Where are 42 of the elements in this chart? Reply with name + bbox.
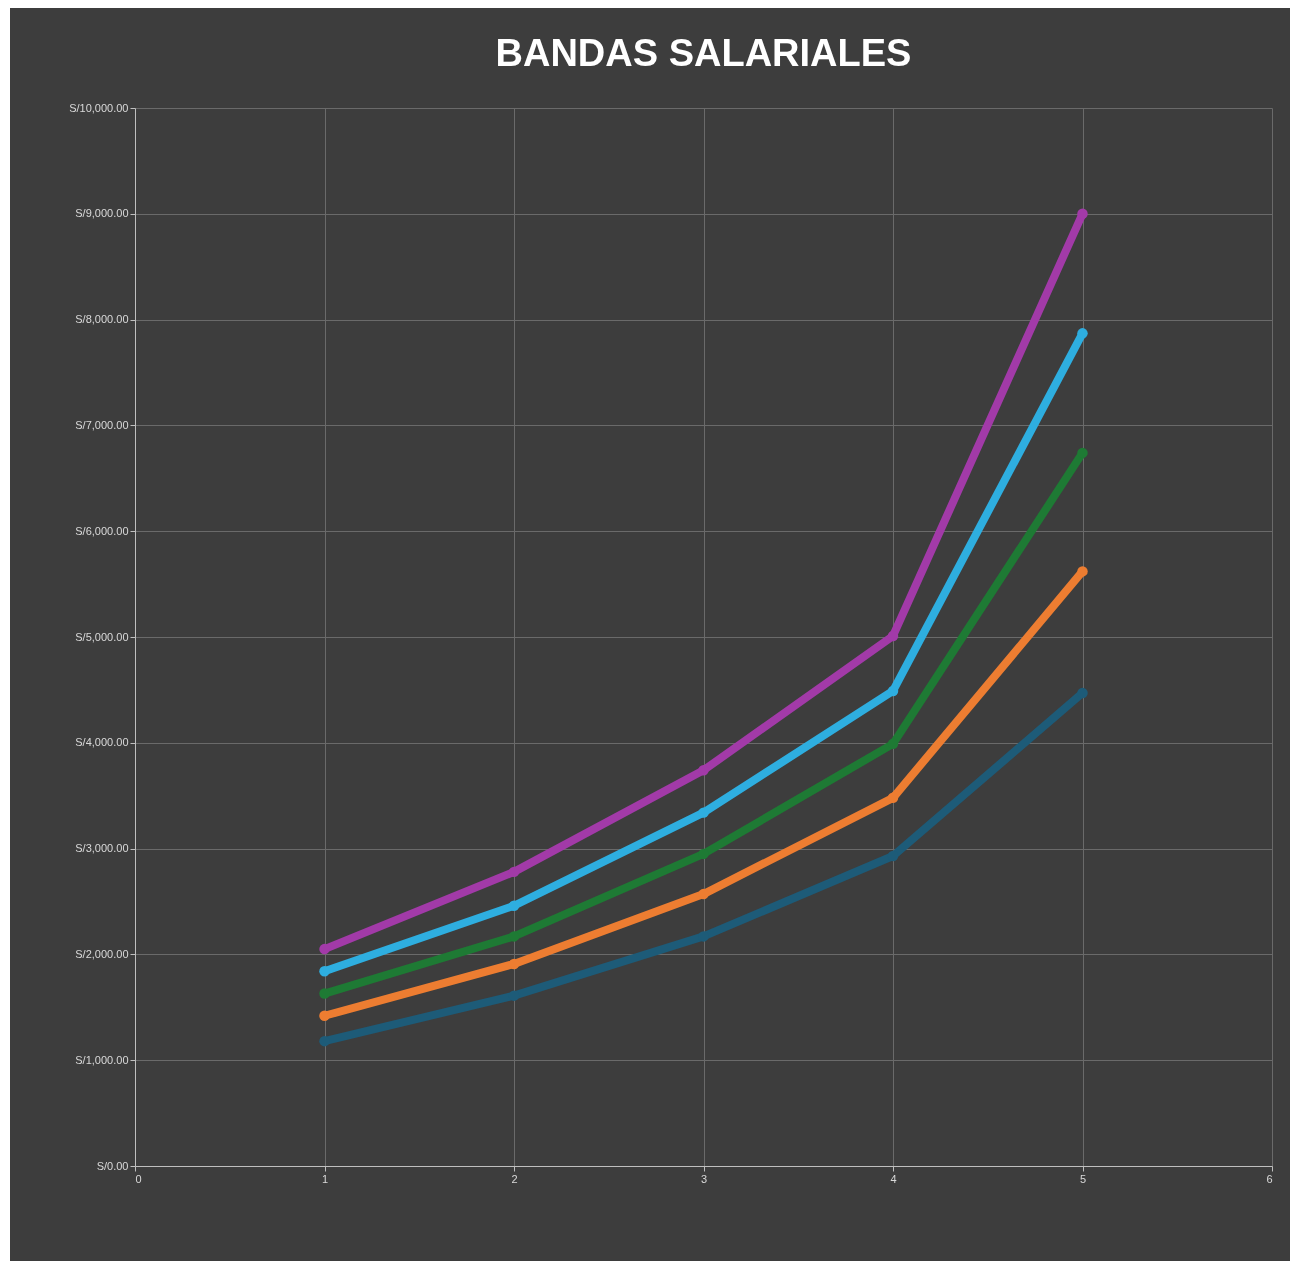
x-tick-label: 2 (511, 1172, 518, 1185)
point (319, 1035, 330, 1047)
x-tick-label: 5 (1079, 1172, 1087, 1185)
point (319, 966, 330, 977)
y-tick-label: S/10,000.00 (69, 101, 129, 114)
point (887, 792, 899, 804)
point (319, 988, 330, 999)
x-tick-label: 0 (135, 1172, 142, 1185)
point (508, 900, 520, 911)
point (508, 866, 520, 878)
y-tick-label: S/3,000.00 (75, 842, 129, 855)
y-tick-label: S/4,000.00 (75, 736, 129, 749)
x-tick-label: 4 (890, 1172, 897, 1185)
y-tick-label: S/0.00 (96, 1159, 129, 1172)
y-tick-label: S/8,000.00 (75, 313, 129, 326)
y-tick-label: S/5,000.00 (75, 630, 129, 643)
chart-title: BANDAS SALARIALES (495, 32, 912, 74)
point (698, 765, 709, 776)
point (1077, 687, 1088, 699)
point (698, 931, 709, 942)
point (887, 738, 899, 750)
point (1077, 328, 1088, 339)
y-tick-label: S/2,000.00 (75, 947, 129, 960)
point (1077, 208, 1088, 220)
point (508, 931, 520, 942)
y-tick-label: S/1,000.00 (75, 1053, 129, 1066)
point (319, 943, 330, 955)
x-tick-label: 3 (700, 1172, 708, 1185)
point (887, 685, 899, 697)
x-tick-label: 1 (321, 1172, 329, 1185)
x-tick-label: 6 (1266, 1172, 1273, 1185)
point (887, 630, 899, 642)
y-tick-label: S/7,000.00 (75, 418, 129, 431)
point (698, 848, 709, 860)
y-tick-label: S/6,000.00 (75, 524, 129, 537)
point (319, 1010, 330, 1021)
y-tick-label: S/9,000.00 (75, 207, 129, 220)
point (698, 807, 709, 818)
point (698, 888, 709, 900)
point (1077, 566, 1088, 577)
point (887, 850, 899, 862)
point (1077, 447, 1088, 459)
